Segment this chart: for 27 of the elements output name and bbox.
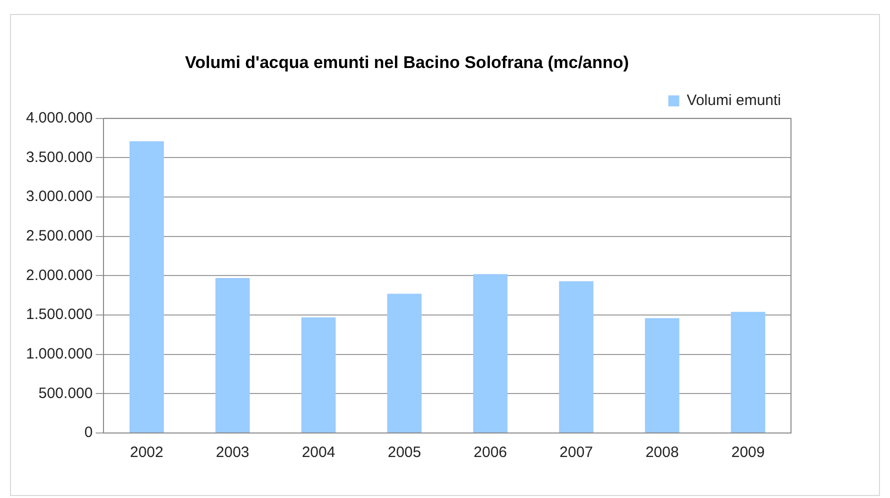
x-tick-label: 2007	[560, 444, 593, 462]
legend-label: Volumi emunti	[686, 92, 782, 110]
x-tick-label: 2004	[302, 444, 336, 462]
y-tick-label: 3.500.000	[26, 148, 93, 166]
bar	[215, 278, 250, 432]
x-tick-label: 2009	[731, 444, 765, 462]
x-tick-label: 2008	[645, 444, 679, 462]
y-tick-label: 2.000.000	[26, 266, 93, 284]
chart-title: Volumi d'acqua emunti nel Bacino Solofrana (mc/anno)	[185, 52, 629, 72]
y-tick-label: 3.000.000	[26, 188, 93, 206]
x-tick-label: 2005	[388, 444, 422, 462]
bar	[387, 294, 422, 432]
y-tick-label: 0	[84, 424, 93, 442]
x-tick-label: 2006	[474, 444, 508, 462]
bar	[644, 318, 680, 432]
x-tick-label: 2002	[130, 444, 164, 462]
y-tick-label: 2.500.000	[26, 228, 93, 245]
y-tick-label: 1.500.000	[26, 306, 93, 324]
bar	[130, 141, 164, 432]
y-tick-label: 4.000.000	[26, 110, 93, 127]
y-tick-label: 500.000	[38, 384, 93, 402]
y-tick-label: 1.000.000	[26, 345, 93, 362]
bar	[301, 317, 336, 432]
bar	[473, 274, 508, 432]
bar	[730, 312, 766, 432]
x-tick-label: 2003	[216, 444, 250, 462]
bar	[559, 281, 594, 432]
